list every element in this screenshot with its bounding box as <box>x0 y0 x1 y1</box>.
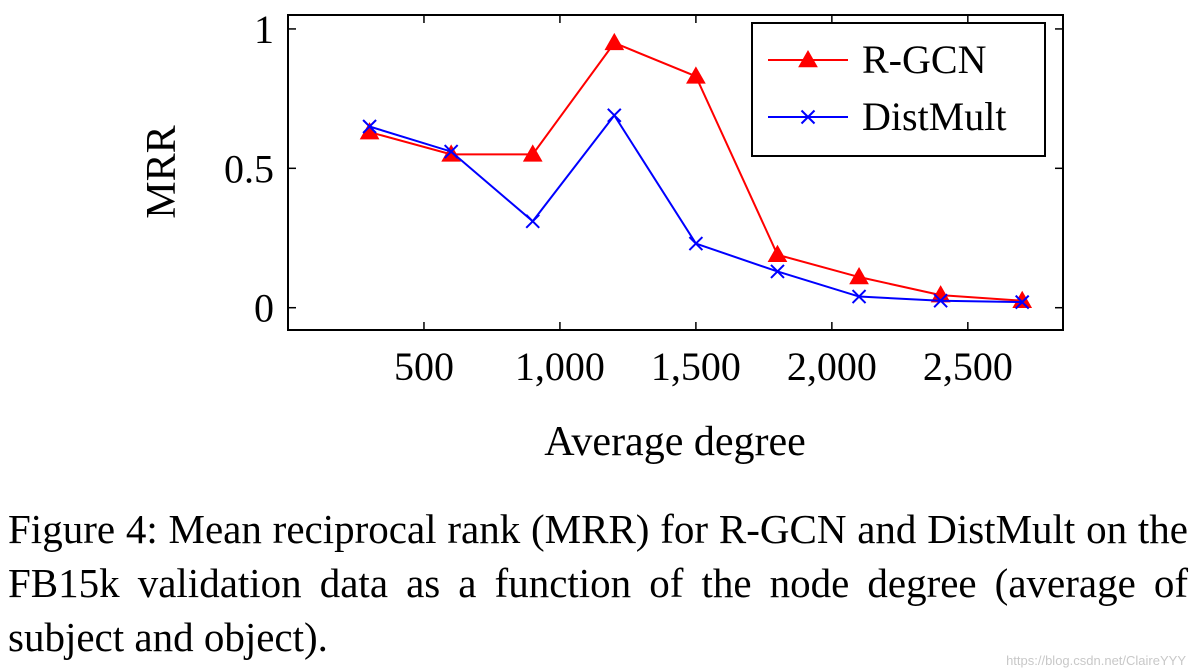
point-distmult-3 <box>607 108 622 123</box>
point-distmult-6 <box>851 289 867 304</box>
series-layer <box>359 32 1033 310</box>
point-r-gcn-4 <box>686 66 706 84</box>
x-tick-label-3: 2,000 <box>787 344 877 389</box>
point-distmult-2 <box>525 214 540 229</box>
figure-caption: Figure 4: Mean reciprocal rank (MRR) for… <box>8 506 1188 660</box>
watermark: https://blog.csdn.net/ClaireYYY <box>1006 653 1186 668</box>
x-tick-label-2: 1,500 <box>651 344 741 389</box>
point-r-gcn-2 <box>522 144 543 162</box>
x-tick-label-1: 1,000 <box>515 344 605 389</box>
point-distmult-0 <box>362 119 377 134</box>
x-tick-label-0: 500 <box>394 344 454 389</box>
point-distmult-4 <box>688 236 704 251</box>
axis-ticks: 500 1,000 1,500 2,000 2,500 0 0.5 1 <box>224 7 1063 389</box>
legend: R-GCN DistMult <box>751 22 1046 157</box>
point-distmult-7 <box>933 293 948 308</box>
y-tick-label-0: 0 <box>254 286 274 331</box>
x-tick-label-4: 2,500 <box>923 344 1013 389</box>
legend-marker-distmult <box>800 109 816 125</box>
point-r-gcn-5 <box>767 244 788 262</box>
legend-marker-r-gcn <box>798 49 818 68</box>
legend-label-r-gcn: R-GCN <box>862 37 986 82</box>
plot-frame <box>287 14 1064 331</box>
point-r-gcn-3 <box>604 32 625 51</box>
point-distmult-8 <box>1015 294 1030 310</box>
point-r-gcn-8 <box>1012 290 1033 308</box>
x-axis-label: Average degree <box>544 419 806 465</box>
legend-label-distmult: DistMult <box>862 94 1006 139</box>
y-axis-label: MRR <box>139 125 185 218</box>
mrr-chart: 500 1,000 1,500 2,000 2,500 0 0.5 1 Average deg… <box>139 7 1064 465</box>
y-tick-label-1: 0.5 <box>224 146 274 191</box>
point-distmult-5 <box>770 264 785 279</box>
legend-box <box>751 22 1046 157</box>
y-tick-label-2: 1 <box>254 7 274 52</box>
point-distmult-1 <box>443 144 459 159</box>
point-r-gcn-6 <box>849 267 869 285</box>
